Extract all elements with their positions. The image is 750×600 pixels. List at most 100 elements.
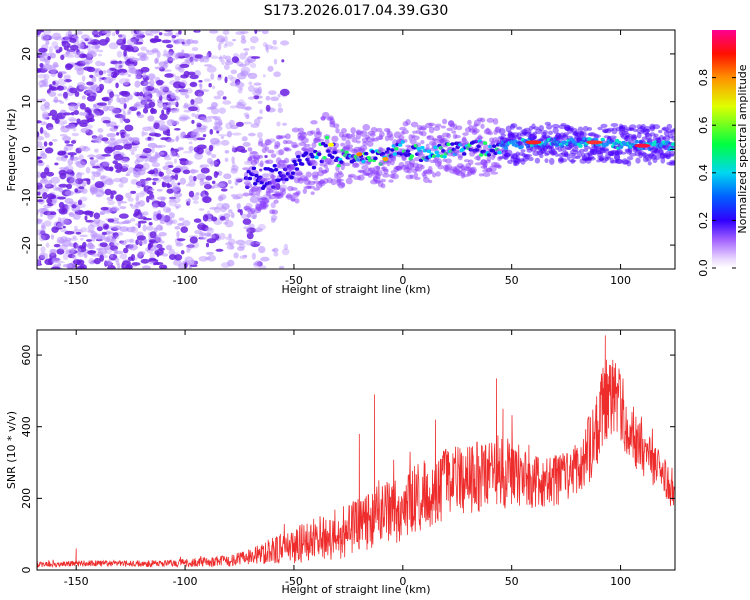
- spectrogram-band-point: [348, 144, 354, 148]
- spectrogram-blob: [264, 155, 268, 159]
- spectrogram-blob: [83, 251, 88, 259]
- spectrogram-band-point: [539, 153, 544, 159]
- spectrogram-blob: [68, 201, 78, 205]
- spectrogram-core-point: [292, 159, 297, 164]
- x-tick-label: -50: [285, 575, 303, 588]
- spectrogram-blob: [100, 175, 106, 180]
- spectrogram-blob: [224, 220, 234, 228]
- spectrogram-band-point: [654, 153, 662, 160]
- spectrogram-band-point: [388, 134, 394, 141]
- spectrogram-core-point: [392, 152, 398, 156]
- spectrogram-blob: [244, 239, 255, 246]
- spectrogram-band-point: [284, 148, 292, 152]
- spectrogram-blob: [199, 178, 204, 186]
- spectrogram-blob: [175, 51, 185, 57]
- spectrogram-blob: [71, 132, 80, 137]
- spectrogram-blob: [183, 70, 190, 78]
- spectrogram-blob: [90, 39, 100, 46]
- spectrogram-band-point: [305, 171, 312, 178]
- spectrogram-blob: [166, 183, 173, 188]
- spectrogram-band-point: [527, 156, 534, 162]
- spectrogram-blob: [162, 182, 168, 188]
- spectrogram-band-point: [615, 159, 624, 164]
- spectrogram-blob: [87, 241, 92, 245]
- spectrogram-blob: [211, 180, 216, 185]
- spectrogram-blob: [118, 97, 126, 105]
- spectrogram-band-point: [268, 194, 276, 200]
- spectrogram-blob: [236, 193, 244, 199]
- spectrogram-blob: [185, 160, 192, 166]
- spectrogram-blob: [254, 227, 263, 233]
- spectrogram-blob: [203, 64, 213, 67]
- spectrogram-blob: [102, 97, 110, 102]
- spectrogram-blob: [101, 30, 107, 34]
- spectrogram-blob: [158, 32, 163, 36]
- spectrogram-blob: [148, 101, 156, 108]
- spectrogram-band-point: [409, 174, 415, 179]
- spectrogram-blob: [150, 84, 155, 88]
- spectrogram-blob: [198, 79, 203, 83]
- spectrogram-band-point: [468, 159, 474, 166]
- spectrogram-blob: [61, 155, 68, 162]
- spectrogram-band-point: [487, 131, 494, 136]
- spectrogram-blob: [47, 127, 54, 130]
- spectrogram-band-point: [380, 178, 386, 183]
- spectrogram-blob: [78, 186, 85, 190]
- spectrogram-band-point: [302, 188, 308, 195]
- spectrogram-blob: [114, 62, 124, 69]
- spectrogram-blob: [242, 121, 253, 125]
- spectrogram-blob: [236, 61, 244, 67]
- spectrogram-blob: [200, 232, 207, 237]
- spectrogram-hotspot: [634, 143, 651, 148]
- spectrogram-blob: [127, 167, 135, 173]
- spectrogram-band-point: [480, 123, 485, 129]
- spectrogram-band-point: [653, 133, 659, 138]
- spectrogram-blob: [188, 141, 193, 145]
- spectrogram-blob: [147, 115, 155, 122]
- spectrogram-blob: [48, 141, 53, 146]
- spectrogram-blob: [173, 196, 181, 204]
- spectrogram-blob: [67, 152, 77, 156]
- spectrogram-blob: [37, 199, 44, 203]
- spectrogram-blob: [279, 88, 290, 97]
- spectrogram-band-point: [478, 173, 484, 177]
- spectrogram-blob: [179, 177, 187, 185]
- spectrogram-band-point: [646, 138, 654, 143]
- spectrogram-blob: [235, 121, 244, 127]
- spectrogram-core-point: [394, 147, 399, 151]
- spectrogram-blob: [69, 44, 79, 51]
- spectrogram-blob: [59, 134, 68, 137]
- spectrogram-blob: [126, 38, 137, 46]
- spectrogram-blob: [209, 128, 214, 135]
- colorbar-tick-label: 0.6: [697, 116, 710, 134]
- spectrogram-band-point: [281, 189, 286, 195]
- spectrogram-blob: [109, 91, 115, 98]
- spectrogram-blob: [71, 254, 77, 260]
- spectrogram-blob: [147, 190, 154, 195]
- spectrogram-band-point: [633, 128, 638, 133]
- spectrogram-blob: [86, 43, 92, 51]
- spectrogram-blob: [54, 45, 60, 51]
- spectrogram-blob: [104, 188, 112, 196]
- spectrogram-blob: [252, 214, 257, 220]
- spectrogram-blob: [169, 196, 177, 200]
- spectrogram-blob: [224, 236, 232, 240]
- spectrogram-blob: [145, 177, 152, 181]
- spectrogram-band-point: [333, 142, 340, 149]
- spectrogram-blob: [250, 45, 256, 50]
- spectrogram-core-point: [503, 146, 509, 150]
- spectrogram-core-point: [332, 150, 338, 155]
- spectrogram-blob: [154, 133, 162, 138]
- spectrogram-band-point: [469, 166, 477, 174]
- spectrogram-blob: [137, 114, 145, 119]
- spectrogram-blob: [37, 218, 42, 225]
- spectrogram-blob: [258, 265, 267, 269]
- spectrogram-blob: [52, 257, 61, 263]
- spectrogram-blob: [182, 43, 191, 47]
- spectrogram-band-point: [336, 149, 342, 154]
- spectrogram-blob: [209, 30, 219, 34]
- spectrogram-blob: [49, 67, 57, 74]
- spectrogram-band-point: [332, 123, 340, 129]
- spectrogram-blob: [79, 85, 88, 90]
- spectrogram-blob: [102, 105, 109, 112]
